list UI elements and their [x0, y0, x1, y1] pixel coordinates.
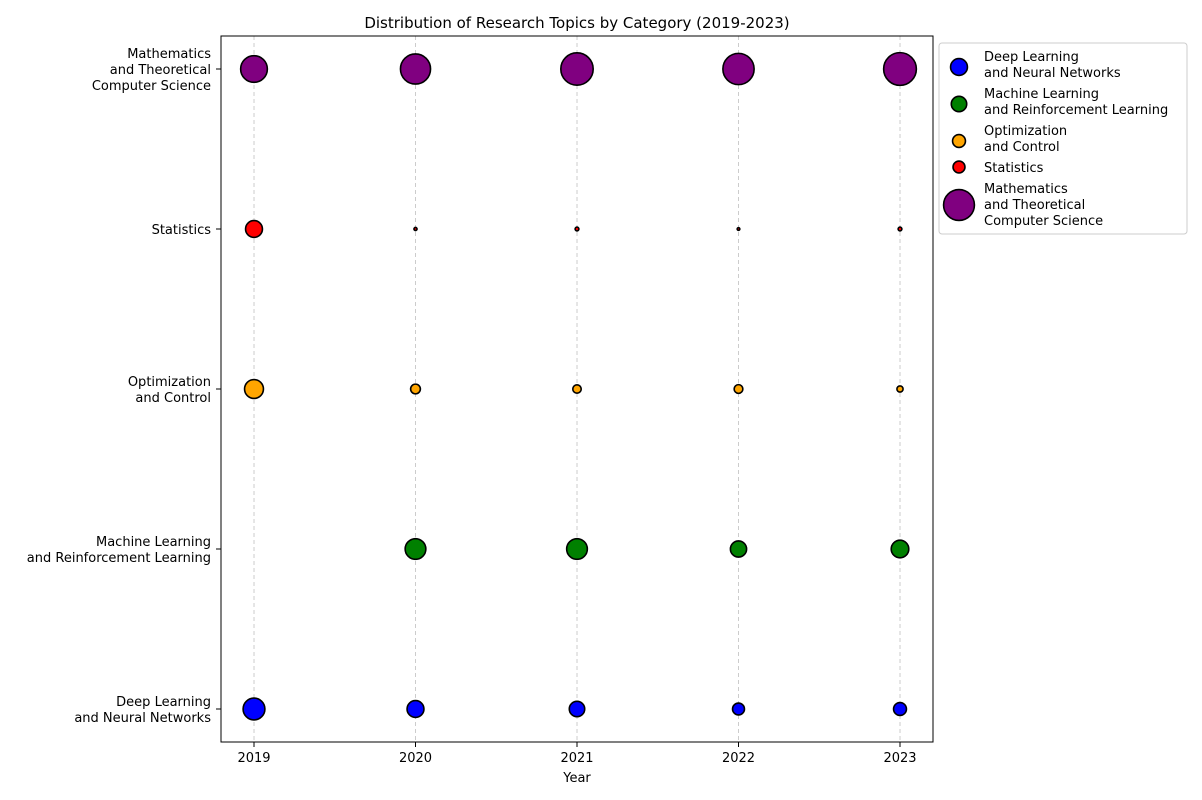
y-tick-label: Machine Learning and Reinforcement Learni… [27, 535, 211, 566]
legend-label: Optimization and Control [984, 124, 1067, 155]
legend-box [938, 42, 1188, 235]
data-point [882, 51, 918, 87]
data-point [731, 702, 746, 716]
data-point [413, 226, 418, 232]
data-point [244, 219, 264, 239]
legend-label: Machine Learning and Reinforcement Learni… [984, 87, 1168, 118]
x-ticks: 2019 2020 2021 2022 2023 [237, 742, 917, 766]
data-point [574, 226, 580, 232]
data-point [568, 700, 586, 718]
x-tick-label: 2022 [722, 751, 755, 766]
data-point [406, 699, 425, 719]
legend-marker [942, 188, 976, 222]
legend-marker [950, 95, 968, 113]
legend-label: Mathematics and Theoretical Computer Scien… [984, 182, 1103, 229]
data-point [399, 53, 432, 85]
legend-label: Deep Learning and Neural Networks [984, 50, 1121, 81]
chart-title: Distribution of Research Topics by Categ… [364, 14, 789, 32]
data-point [892, 701, 908, 717]
legend-marker [949, 57, 969, 77]
data-point [242, 697, 266, 721]
data-point [733, 383, 744, 395]
points-layer [239, 51, 918, 721]
data-point [565, 537, 589, 561]
y-tick-label: Mathematics and Theoretical Computer Scien… [92, 47, 211, 94]
x-tick-label: 2019 [237, 751, 270, 766]
data-point [722, 52, 755, 86]
y-tick-label: Statistics [152, 223, 212, 238]
y-tick-label: Optimization and Control [128, 375, 211, 406]
legend-marker [951, 133, 967, 149]
data-point [729, 540, 748, 558]
x-tick-label: 2021 [560, 751, 593, 766]
data-point [560, 52, 594, 86]
data-point [890, 539, 910, 559]
legend-label: Statistics [984, 161, 1044, 176]
y-tick-label: Deep Learning and Neural Networks [74, 695, 211, 726]
x-axis-label: Year [562, 771, 591, 786]
data-point [243, 378, 265, 400]
y-ticks: Deep Learning and Neural Networks Machine … [27, 47, 221, 726]
legend-marker [952, 160, 966, 174]
x-tick-label: 2020 [399, 751, 432, 766]
x-tick-label: 2023 [883, 751, 916, 766]
data-point [897, 226, 903, 232]
data-point [571, 383, 583, 395]
data-point [404, 537, 427, 561]
data-point [239, 54, 269, 84]
data-point [409, 383, 422, 395]
data-point [736, 226, 741, 232]
data-point [896, 385, 904, 393]
legend: Deep Learning and Neural Networks Machine … [938, 42, 1188, 235]
